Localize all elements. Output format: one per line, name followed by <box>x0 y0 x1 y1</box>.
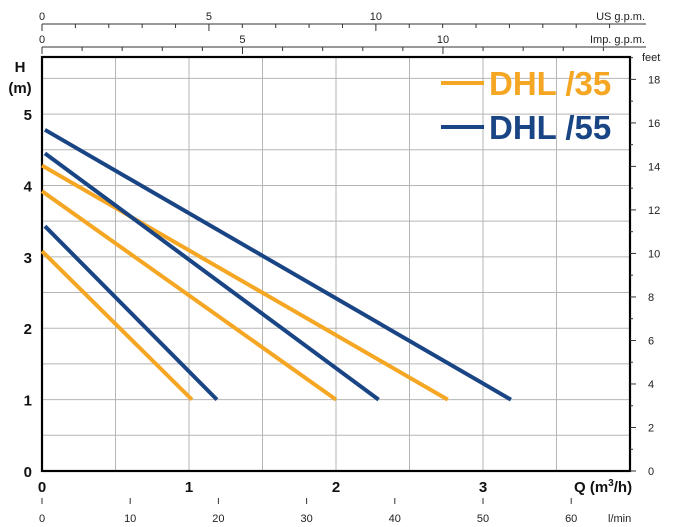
x-axis-title-tail: /h) <box>614 479 632 496</box>
plot-grid <box>42 57 630 471</box>
right-axis-feet-unit: feet <box>642 52 660 64</box>
x-tick-label: 0 <box>38 479 46 496</box>
legend-label-dhl-35: DHL /35 <box>489 65 611 102</box>
gpm-tick-label: 5 <box>239 34 245 46</box>
legend: DHL /35 DHL /55 <box>441 65 611 146</box>
feet-tick-label: 18 <box>648 74 660 86</box>
lmin-tick-label: 50 <box>477 513 489 525</box>
feet-tick-label: 6 <box>648 335 654 347</box>
feet-tick-label: 12 <box>648 205 660 217</box>
y-axis-title-unit: (m) <box>8 80 31 97</box>
legend-label-dhl-55: DHL /55 <box>489 109 611 146</box>
gpm-tick-label: 10 <box>370 11 382 23</box>
y-tick-label: 3 <box>24 250 32 267</box>
pump-curves <box>40 128 512 402</box>
imp-gpm-ticks: 0 5 10 <box>39 34 604 54</box>
curve-dhl-35 <box>40 189 338 402</box>
legend-item-dhl-55: DHL /55 <box>441 109 611 146</box>
y-tick-label: 0 <box>24 464 32 481</box>
plot-frame <box>40 55 632 473</box>
x-axis-title-superscript: 3 <box>608 478 614 489</box>
bottom-axis-lmin-unit: l/min <box>608 513 631 525</box>
lmin-tick-label: 30 <box>300 513 312 525</box>
y-axis-ticks: 0 1 2 3 4 5 <box>24 107 33 481</box>
us-gpm-unit-label: US g.p.m. <box>596 11 645 23</box>
feet-tick-label: 16 <box>648 118 660 130</box>
x-tick-label: 2 <box>332 479 340 496</box>
x-tick-label: 1 <box>185 479 193 496</box>
feet-tick-label: 8 <box>648 292 654 304</box>
curve-dhl-35 <box>41 163 449 402</box>
lmin-tick-label: 60 <box>565 513 577 525</box>
lmin-tick-label: 10 <box>124 513 136 525</box>
feet-tick-label: 2 <box>648 422 654 434</box>
gpm-tick-label: 0 <box>39 11 45 23</box>
y-axis-title-h: H <box>15 59 26 76</box>
curve-dhl-55 <box>43 151 380 402</box>
right-axis-feet-ticks: 0 2 4 6 8 10 12 14 16 18 <box>630 57 660 478</box>
x-axis-ticks: 0 1 2 3 <box>38 479 487 496</box>
y-tick-label: 5 <box>24 107 32 124</box>
x-tick-label: 3 <box>479 479 487 496</box>
feet-tick-label: 4 <box>648 379 654 391</box>
y-tick-label: 4 <box>24 178 33 195</box>
curve-dhl-35 <box>40 249 194 402</box>
legend-item-dhl-35: DHL /35 <box>441 65 611 102</box>
feet-tick-label: 0 <box>648 466 654 478</box>
feet-tick-label: 10 <box>648 248 660 260</box>
us-gpm-ticks: 0 5 10 <box>39 11 611 31</box>
gpm-tick-label: 0 <box>39 34 45 46</box>
lmin-tick-label: 40 <box>389 513 401 525</box>
gpm-tick-label: 5 <box>206 11 212 23</box>
imp-gpm-unit-label: Imp. g.p.m. <box>590 34 645 46</box>
bottom-axis-lmin-ticks: 0 10 20 30 40 50 60 <box>39 498 577 525</box>
lmin-tick-label: 0 <box>39 513 45 525</box>
curve-dhl-55 <box>43 224 219 402</box>
lmin-tick-label: 20 <box>212 513 224 525</box>
top-axis-imp-gpm: 0 5 10 Imp. g.p.m. <box>39 34 646 54</box>
gpm-tick-label: 10 <box>437 34 449 46</box>
x-axis-title-main: Q (m <box>574 479 608 496</box>
y-tick-label: 2 <box>24 321 32 338</box>
feet-tick-label: 14 <box>648 161 660 173</box>
top-axis-us-gpm: 0 5 10 US g.p.m. <box>39 11 646 31</box>
y-tick-label: 1 <box>24 393 32 410</box>
curve-dhl-55 <box>43 128 512 402</box>
x-axis-title: Q (m3/h) <box>574 478 632 496</box>
